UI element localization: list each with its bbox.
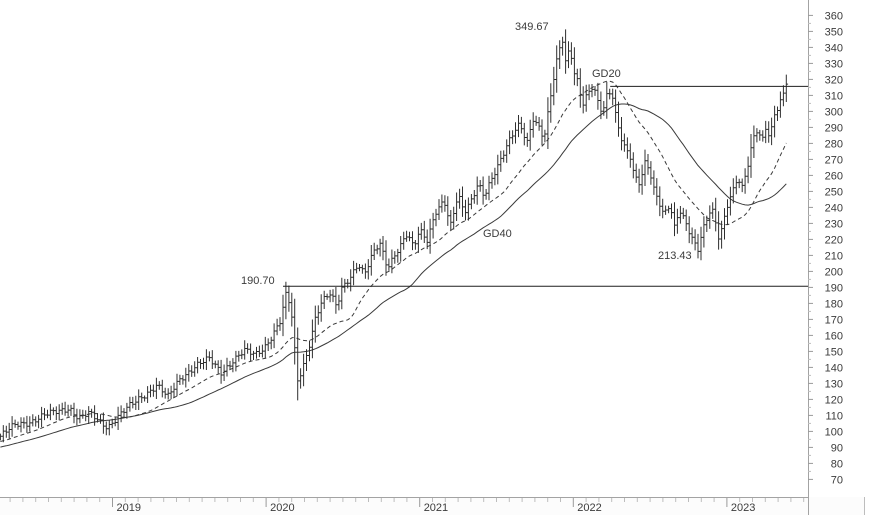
x-axis[interactable]: 2019 2020 2021 2022 2023 (9, 498, 805, 514)
y-tick-label: 280 (825, 138, 843, 150)
y-tick-label: 340 (825, 42, 843, 54)
y-tick-label: 230 (825, 218, 843, 230)
y-tick-label: 240 (825, 202, 843, 214)
y-tick-label: 330 (825, 58, 843, 70)
y-tick-label: 270 (825, 154, 843, 166)
annotations: 349.67 GD20 GD40 190.70 213.43 (241, 21, 692, 287)
y-tick-label: 70 (831, 474, 843, 486)
moving-averages (0, 80, 787, 448)
annotation-190.70: 190.70 (241, 275, 275, 287)
year-label: 2021 (424, 502, 448, 514)
y-tick-label: 150 (825, 346, 843, 358)
y-tick-label: 90 (831, 442, 843, 454)
y-tick-label: 180 (825, 298, 843, 310)
y-axis[interactable]: 70 80 90 100 110 120 130 140 150 160 170 180 190 200 2… (808, 10, 843, 486)
y-tick-label: 140 (825, 362, 843, 374)
y-tick-label: 110 (825, 410, 843, 422)
y-tick-label: 170 (825, 314, 843, 326)
y-tick-label: 200 (825, 266, 843, 278)
y-tick-label: 130 (825, 378, 843, 390)
y-tick-label: 160 (825, 330, 843, 342)
y-tick-label: 220 (825, 234, 843, 246)
y-tick-label: 350 (825, 26, 843, 38)
y-tick-label: 320 (825, 74, 843, 86)
year-label: 2022 (577, 502, 601, 514)
y-tick-label: 360 (825, 10, 843, 22)
x-axis-band[interactable] (0, 497, 864, 515)
y-tick-label: 80 (831, 458, 843, 470)
year-label: 2023 (731, 502, 755, 514)
y-tick-label: 100 (825, 426, 843, 438)
y-tick-label: 250 (825, 186, 843, 198)
annotation-GD20: GD20 (592, 68, 621, 80)
y-tick-label: 310 (825, 90, 843, 102)
year-label: 2020 (270, 502, 294, 514)
y-tick-label: 300 (825, 106, 843, 118)
annotation-GD40: GD40 (483, 228, 512, 240)
y-tick-label: 210 (825, 250, 843, 262)
gd20-line (0, 80, 787, 442)
annotation-213.43: 213.43 (658, 250, 692, 262)
annotation-349.67: 349.67 (515, 21, 549, 33)
price-bars (0, 29, 789, 443)
y-tick-label: 290 (825, 122, 843, 134)
y-tick-label: 190 (825, 282, 843, 294)
y-tick-label: 260 (825, 170, 843, 182)
horizontal-lines (283, 85, 808, 287)
y-tick-label: 120 (825, 394, 843, 406)
year-label: 2019 (117, 502, 141, 514)
